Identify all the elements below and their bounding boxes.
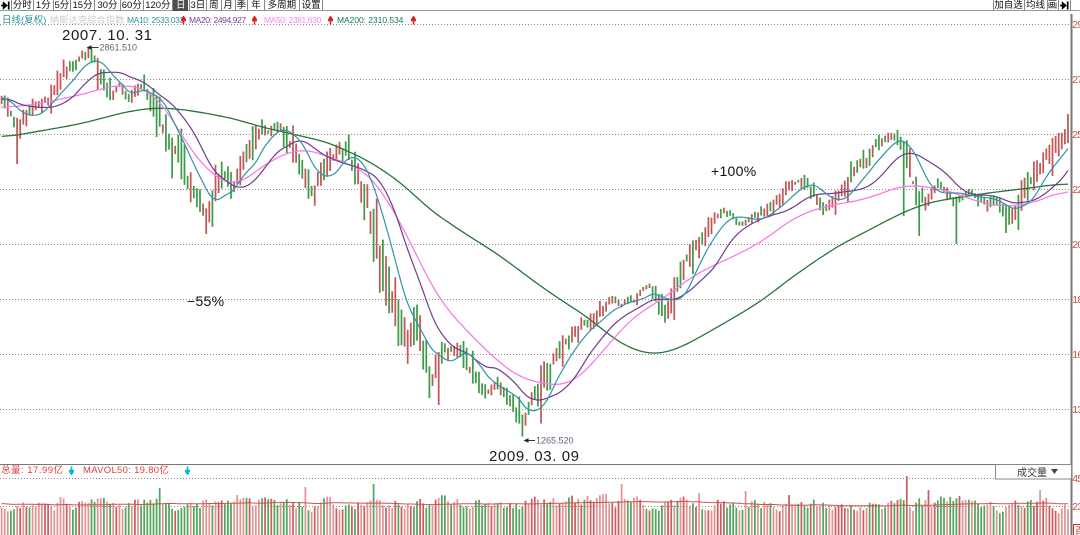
svg-text:13: 13 [1072, 404, 1080, 416]
svg-text:27: 27 [1072, 74, 1080, 86]
svg-text:22: 22 [1072, 184, 1080, 196]
svg-text:2861.510: 2861.510 [100, 43, 138, 53]
svg-text:16: 16 [1072, 349, 1080, 361]
svg-text:29: 29 [1072, 19, 1080, 31]
svg-text:成交量: 成交量 [1017, 466, 1047, 479]
svg-text:1265.520: 1265.520 [536, 436, 574, 446]
svg-text:45: 45 [1072, 473, 1080, 485]
svg-text:百: 百 [1075, 526, 1080, 535]
svg-text:20: 20 [1072, 239, 1080, 251]
svg-text:23: 23 [1072, 501, 1080, 513]
svg-text:2009. 03. 09: 2009. 03. 09 [489, 448, 580, 465]
svg-text:+100%: +100% [711, 163, 756, 179]
svg-text:2007. 10. 31: 2007. 10. 31 [62, 27, 153, 44]
svg-text:25: 25 [1072, 129, 1080, 141]
svg-text:18: 18 [1072, 294, 1080, 306]
svg-text:−55%: −55% [187, 293, 224, 309]
